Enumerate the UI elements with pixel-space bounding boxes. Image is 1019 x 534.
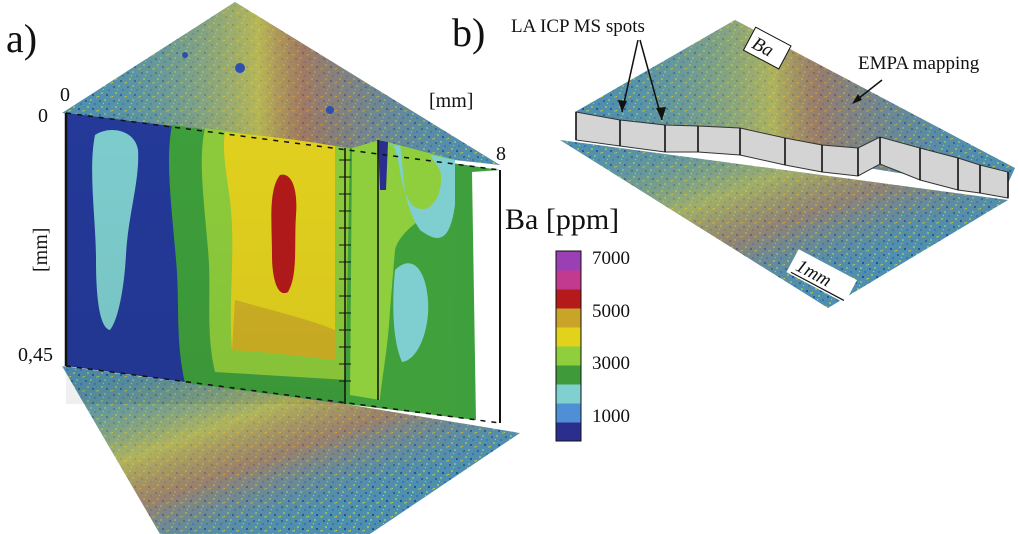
depth-bottom-label: 0,45	[18, 344, 53, 366]
spots-label: LA ICP MS spots	[511, 16, 645, 37]
colorbar-step	[556, 346, 581, 366]
colorbar-step	[556, 384, 581, 404]
depth-top-label: 0	[38, 105, 48, 127]
spots-pointer-1	[621, 39, 639, 113]
spots-pointer-2	[639, 39, 663, 121]
colorbar-step	[556, 327, 581, 347]
empa-mapping-label: EMPA mapping	[858, 53, 980, 74]
panel-a-label: a)	[6, 16, 37, 61]
surface-outline	[64, 112, 501, 424]
colorbar-title: Ba [ppm]	[505, 203, 619, 236]
length-max-label: 8	[496, 143, 506, 165]
colorbar-step	[556, 251, 581, 271]
colorbar-scale	[556, 251, 581, 442]
concentration-surface	[66, 113, 350, 404]
colorbar-step	[556, 422, 581, 442]
colorbar-tick-7000: 7000	[592, 248, 630, 269]
colorbar-tick-1000: 1000	[592, 406, 630, 427]
concentration-surface-side	[345, 140, 500, 423]
bottom-map-plane	[62, 366, 520, 534]
origin-label: 0	[60, 84, 70, 106]
colorbar-tick-3000: 3000	[592, 353, 630, 374]
colorbar-step	[556, 308, 581, 328]
panel-a: a) 0 0 0,45 [mm] [mm] 8	[6, 2, 520, 534]
la-icp-ms-profile	[575, 111, 1009, 199]
colorbar-step	[556, 289, 581, 309]
colorbar-step	[556, 365, 581, 385]
panel-b-bottom-map	[560, 140, 1008, 308]
colorbar-step	[556, 403, 581, 423]
panel-b-label: b)	[452, 10, 485, 55]
panel-b: b) LA ICP MS spots Ba EMPA mapping 1mm	[452, 10, 1015, 308]
length-axis-label: [mm]	[429, 90, 473, 112]
depth-axis-label: [mm]	[30, 228, 52, 272]
colorbar: Ba [ppm] 7000 5000 3000 1000	[505, 203, 630, 442]
colorbar-tick-5000: 5000	[592, 301, 630, 322]
colorbar-step	[556, 270, 581, 290]
